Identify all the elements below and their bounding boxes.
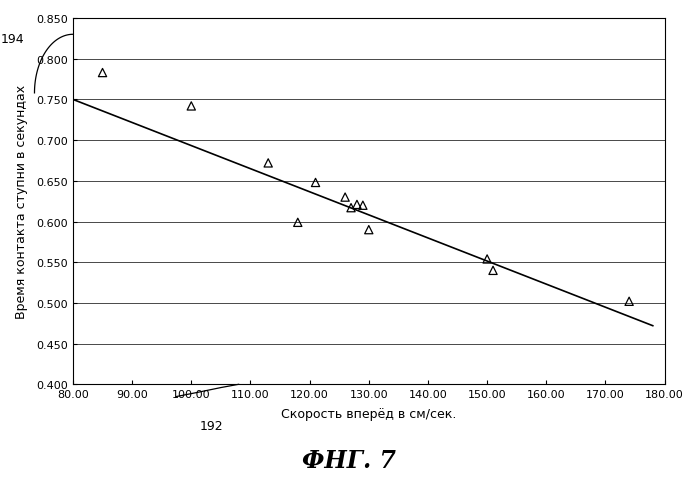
Point <box>186 103 197 110</box>
Point <box>487 267 498 274</box>
Text: 194: 194 <box>1 33 24 46</box>
Point <box>624 298 635 305</box>
Y-axis label: Время контакта ступни в секундах: Время контакта ступни в секундах <box>15 85 28 318</box>
Point <box>482 256 493 263</box>
Text: 192: 192 <box>200 419 224 432</box>
Point <box>340 194 351 201</box>
Point <box>263 160 274 167</box>
X-axis label: Скорость вперёд в см/сек.: Скорость вперёд в см/сек. <box>281 408 456 421</box>
Text: ФНГ. 7: ФНГ. 7 <box>303 448 396 472</box>
Point <box>345 204 356 212</box>
Point <box>357 202 368 210</box>
Point <box>292 219 303 227</box>
Point <box>310 179 321 187</box>
Point <box>97 70 108 77</box>
Point <box>352 201 363 209</box>
Point <box>363 227 375 234</box>
